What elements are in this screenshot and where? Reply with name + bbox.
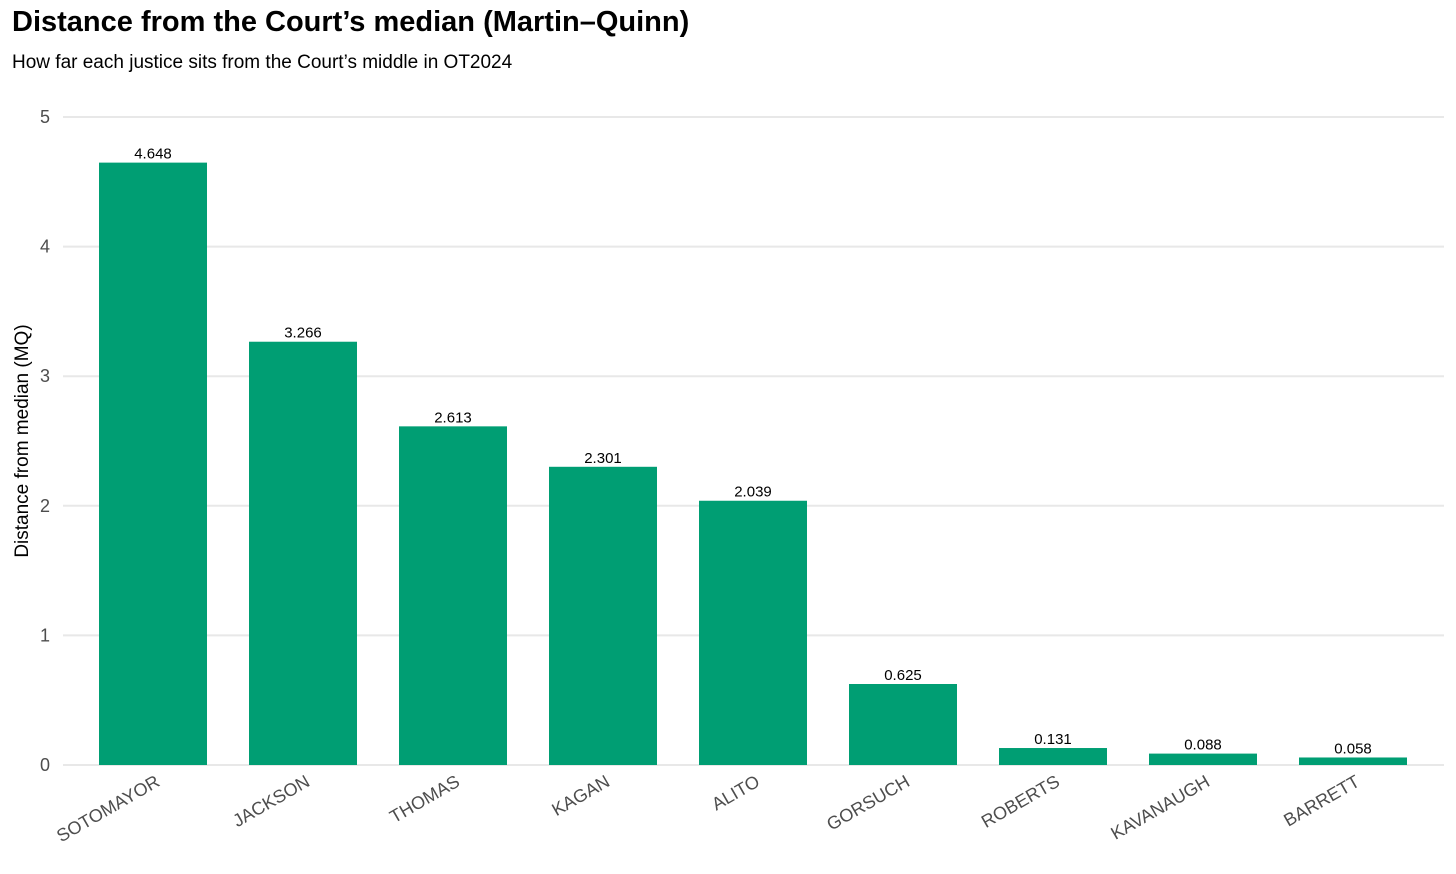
value-label: 2.039 [734,484,772,501]
bar [999,748,1107,765]
x-tick-label: ALITO [708,771,763,814]
value-label: 0.058 [1334,740,1372,757]
bar [699,500,807,765]
y-tick-label: 1 [40,625,50,645]
value-label: 0.088 [1184,737,1222,754]
value-label: 2.613 [434,409,472,426]
bar [849,684,957,765]
y-tick-label: 3 [40,366,50,386]
value-label: 0.625 [884,667,922,684]
value-label: 4.648 [134,146,172,163]
x-tick-label: KAGAN [548,771,613,820]
bar [1299,757,1407,765]
x-tick-label: SOTOMAYOR [53,771,163,846]
chart-subtitle: How far each justice sits from the Court… [12,52,513,73]
x-tick-label: BARRETT [1280,771,1363,830]
x-tick-label: THOMAS [386,771,463,827]
bar [99,162,207,765]
value-labels: 4.648 3.266 2.613 2.301 2.039 0.625 0.131 0.088… [134,146,1372,758]
bar [1149,753,1257,765]
value-label: 0.131 [1034,731,1072,748]
x-axis-ticks: SOTOMAYOR JACKSON THOMAS KAGAN ALITO GORSUCH R… [53,771,1363,846]
y-axis-title: Distance from median (MQ) [12,324,33,557]
y-tick-label: 2 [40,496,50,516]
x-tick-label: KAVANAUGH [1107,771,1213,844]
bar [249,341,357,765]
bar [549,466,657,765]
y-tick-label: 4 [40,237,50,257]
value-label: 2.301 [584,450,622,467]
x-tick-label: ROBERTS [978,771,1063,832]
y-tick-label: 0 [40,755,50,775]
y-tick-label: 5 [40,107,50,127]
value-label: 3.266 [284,325,322,342]
bars [99,162,1407,765]
chart-title: Distance from the Court’s median (Martin… [12,6,690,38]
bar [399,426,507,765]
x-tick-label: JACKSON [229,771,313,831]
y-axis-ticks: 0 1 2 3 4 5 [40,107,50,775]
x-tick-label: GORSUCH [823,771,913,834]
